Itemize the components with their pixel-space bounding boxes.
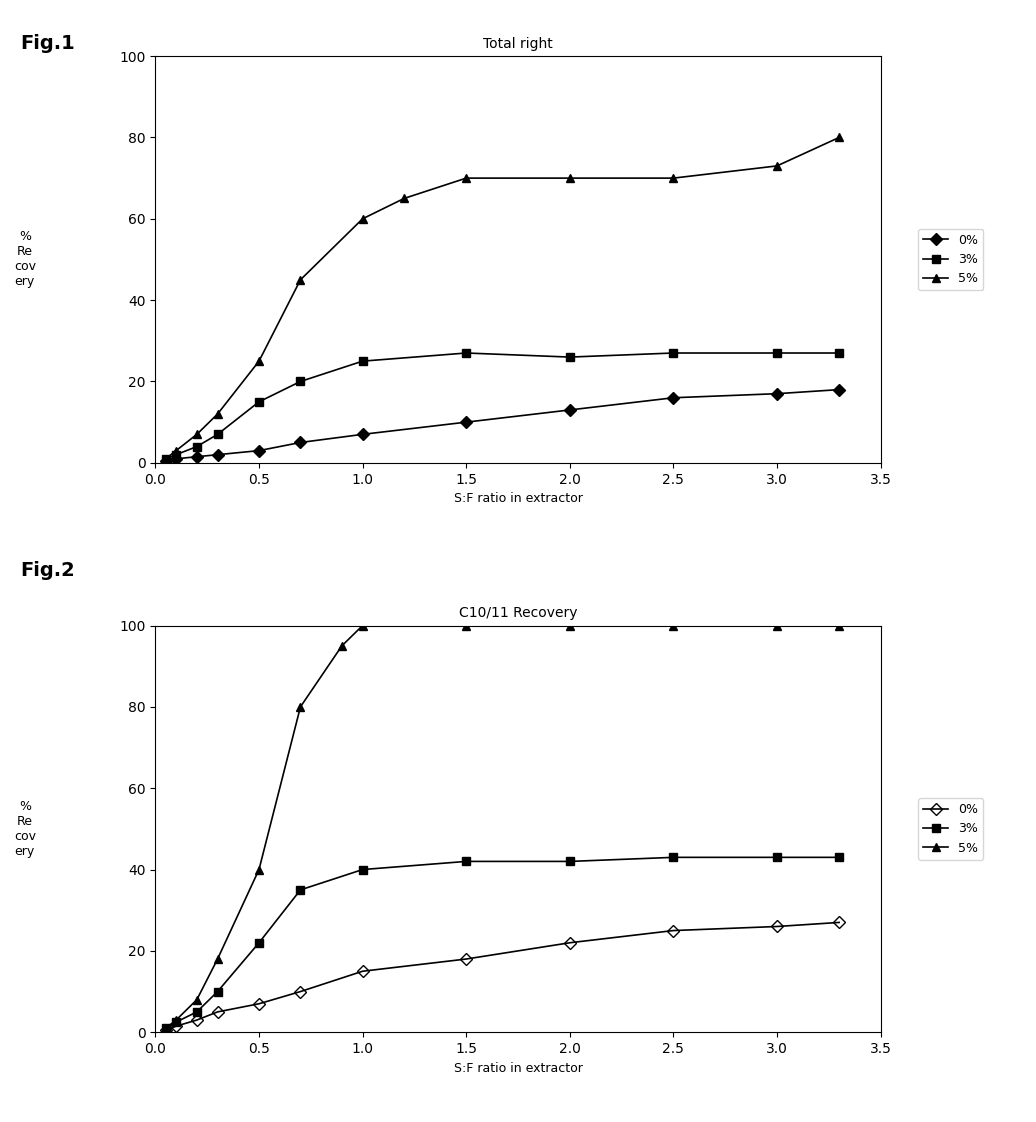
5% <box>833 619 845 633</box>
5% <box>564 172 576 185</box>
3% <box>211 427 224 441</box>
3% <box>356 863 369 876</box>
0% <box>160 454 172 468</box>
Text: %
Re
cov
ery: % Re cov ery <box>13 800 36 858</box>
0% <box>460 953 472 966</box>
X-axis label: S:F ratio in extractor: S:F ratio in extractor <box>454 1061 582 1075</box>
0% <box>170 1020 182 1033</box>
3% <box>771 347 783 360</box>
0% <box>564 403 576 416</box>
5% <box>336 640 348 653</box>
5% <box>460 172 472 185</box>
3% <box>294 883 307 896</box>
3% <box>771 850 783 864</box>
0% <box>460 415 472 429</box>
3% <box>667 347 680 360</box>
5% <box>564 619 576 633</box>
5% <box>771 159 783 173</box>
0% <box>253 997 265 1011</box>
3% <box>460 855 472 868</box>
3% <box>170 448 182 461</box>
3% <box>191 1005 203 1019</box>
X-axis label: S:F ratio in extractor: S:F ratio in extractor <box>454 493 582 505</box>
Title: C10/11 Recovery: C10/11 Recovery <box>459 606 577 620</box>
5% <box>191 427 203 441</box>
0% <box>771 387 783 401</box>
3% <box>160 452 172 466</box>
Line: 3%: 3% <box>162 853 843 1032</box>
0% <box>191 450 203 463</box>
5% <box>253 863 265 876</box>
5% <box>160 1021 172 1034</box>
Text: Fig.2: Fig.2 <box>21 561 76 580</box>
5% <box>170 444 182 458</box>
5% <box>356 619 369 633</box>
3% <box>253 395 265 408</box>
3% <box>253 936 265 949</box>
3% <box>833 850 845 864</box>
0% <box>356 427 369 441</box>
5% <box>667 172 680 185</box>
Legend: 0%, 3%, 5%: 0%, 3%, 5% <box>918 229 983 291</box>
5% <box>253 355 265 368</box>
3% <box>191 440 203 453</box>
5% <box>294 273 307 286</box>
5% <box>833 131 845 145</box>
Legend: 0%, 3%, 5%: 0%, 3%, 5% <box>918 798 983 859</box>
0% <box>211 1005 224 1019</box>
5% <box>460 619 472 633</box>
0% <box>833 916 845 929</box>
0% <box>564 936 576 949</box>
0% <box>294 985 307 999</box>
Line: 0%: 0% <box>162 918 843 1034</box>
5% <box>294 700 307 714</box>
3% <box>170 1015 182 1029</box>
3% <box>356 355 369 368</box>
0% <box>160 1023 172 1037</box>
3% <box>564 350 576 364</box>
5% <box>771 619 783 633</box>
0% <box>833 383 845 396</box>
3% <box>460 347 472 360</box>
5% <box>667 619 680 633</box>
0% <box>294 435 307 449</box>
0% <box>170 452 182 466</box>
0% <box>191 1013 203 1027</box>
5% <box>398 192 410 205</box>
Text: %
Re
cov
ery: % Re cov ery <box>13 230 36 288</box>
3% <box>667 850 680 864</box>
0% <box>771 920 783 934</box>
Text: Fig.1: Fig.1 <box>21 34 76 53</box>
3% <box>294 375 307 388</box>
0% <box>667 392 680 405</box>
0% <box>253 444 265 458</box>
0% <box>211 448 224 461</box>
5% <box>191 993 203 1006</box>
Line: 3%: 3% <box>162 349 843 463</box>
Line: 5%: 5% <box>162 622 843 1032</box>
3% <box>833 347 845 360</box>
5% <box>160 452 172 466</box>
5% <box>211 407 224 421</box>
5% <box>211 953 224 966</box>
0% <box>667 923 680 937</box>
3% <box>160 1021 172 1034</box>
3% <box>211 985 224 999</box>
5% <box>170 1013 182 1027</box>
0% <box>356 965 369 978</box>
Title: Total right: Total right <box>483 37 553 50</box>
5% <box>356 212 369 226</box>
Line: 0%: 0% <box>162 386 843 465</box>
3% <box>564 855 576 868</box>
Line: 5%: 5% <box>162 134 843 463</box>
